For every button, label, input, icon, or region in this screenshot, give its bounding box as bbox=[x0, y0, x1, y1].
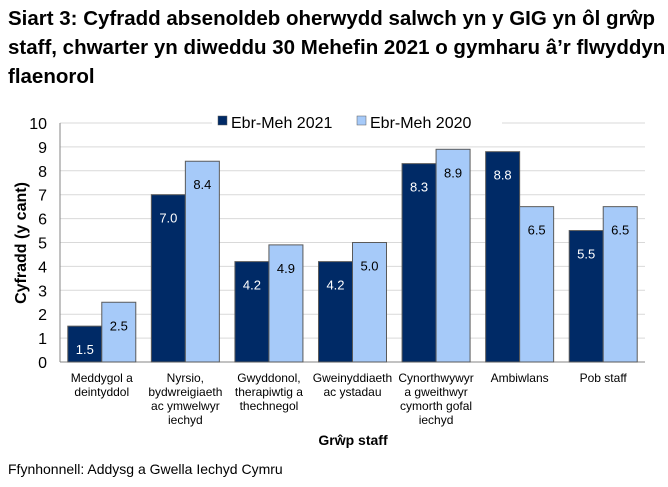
y-tick-label: 1 bbox=[38, 331, 47, 348]
legend-label: Ebr-Meh 2021 bbox=[231, 115, 332, 132]
data-label: 4.2 bbox=[326, 278, 344, 293]
y-tick-label: 0 bbox=[38, 355, 47, 372]
x-tick-label: a gweithwyr bbox=[404, 385, 467, 399]
bar bbox=[568, 230, 604, 363]
legend-label: Ebr-Meh 2020 bbox=[370, 115, 471, 132]
bar bbox=[602, 206, 638, 363]
bar bbox=[519, 206, 555, 363]
data-label: 7.0 bbox=[159, 211, 177, 226]
x-tick-label: Ambiwlans bbox=[491, 371, 549, 385]
x-tick-label: Gwyddonol, bbox=[237, 371, 300, 385]
x-tick-label: Cynorthwywyr bbox=[398, 371, 473, 385]
data-label: 1.5 bbox=[76, 342, 94, 357]
legend-swatch bbox=[356, 115, 367, 126]
x-tick-label: Meddygol a bbox=[71, 371, 133, 385]
data-label: 6.5 bbox=[611, 223, 629, 238]
bar bbox=[401, 163, 437, 363]
legend-swatch bbox=[217, 115, 228, 126]
y-tick-label: 6 bbox=[38, 212, 47, 229]
y-tick-label: 7 bbox=[38, 188, 47, 205]
data-label: 5.0 bbox=[360, 259, 378, 274]
x-tick-label: Gweinyddiaeth bbox=[313, 371, 392, 385]
y-tick-label: 3 bbox=[38, 283, 47, 300]
source-note: Ffynhonnell: Addysg a Gwella Iechyd Cymr… bbox=[8, 461, 283, 477]
data-label: 4.2 bbox=[243, 278, 261, 293]
bar bbox=[485, 151, 521, 363]
y-axis-title: Cyfradd (y cant) bbox=[13, 182, 30, 304]
x-tick-label: iechyd bbox=[419, 413, 454, 427]
x-tick-label: iechyd bbox=[168, 413, 203, 427]
chart-title: Siart 3: Cyfradd absenoldeb oherwydd sal… bbox=[8, 7, 666, 88]
x-tick-label: bydwreigiaeth bbox=[148, 385, 222, 399]
data-label: 5.5 bbox=[577, 247, 595, 262]
x-tick-label: ac ystadau bbox=[323, 385, 381, 399]
x-tick-label: Pob staff bbox=[580, 371, 628, 385]
y-tick-label: 8 bbox=[38, 164, 47, 181]
bar bbox=[184, 160, 220, 363]
x-tick-label: Nyrsio, bbox=[167, 371, 204, 385]
data-label: 8.3 bbox=[410, 180, 428, 195]
x-tick-label: cymorth gofal bbox=[400, 399, 472, 413]
x-axis-title: Grŵp staff bbox=[318, 432, 388, 448]
bar bbox=[435, 148, 471, 363]
bar bbox=[150, 194, 186, 363]
y-tick-label: 9 bbox=[38, 140, 47, 157]
data-label: 2.5 bbox=[110, 318, 128, 333]
y-tick-label: 4 bbox=[38, 259, 47, 276]
bar bbox=[268, 244, 304, 363]
y-tick-label: 5 bbox=[38, 236, 47, 253]
data-label: 8.9 bbox=[444, 165, 462, 180]
y-tick-label: 10 bbox=[29, 116, 47, 133]
bar bbox=[101, 301, 137, 363]
bar bbox=[318, 261, 353, 363]
x-tick-label: ac ymwelwyr bbox=[151, 399, 220, 413]
data-label: 6.5 bbox=[528, 223, 546, 238]
x-tick-label: therapiwtig a bbox=[235, 385, 303, 399]
bar bbox=[352, 242, 387, 363]
data-label: 8.8 bbox=[494, 168, 512, 183]
x-tick-label: thechnegol bbox=[240, 399, 299, 413]
data-label: 8.4 bbox=[193, 177, 211, 192]
y-tick-label: 2 bbox=[38, 307, 47, 324]
x-tick-label: deintyddol bbox=[74, 385, 129, 399]
data-label: 4.9 bbox=[277, 261, 295, 276]
bar bbox=[67, 325, 103, 363]
